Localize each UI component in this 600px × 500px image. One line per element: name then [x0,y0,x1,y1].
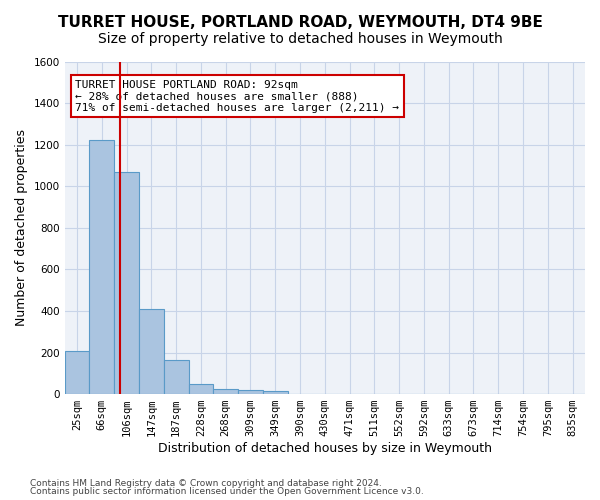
Bar [238,390,263,394]
Bar [188,384,214,394]
Bar [89,140,114,394]
Y-axis label: Number of detached properties: Number of detached properties [15,130,28,326]
Text: Contains HM Land Registry data © Crown copyright and database right 2024.: Contains HM Land Registry data © Crown c… [30,478,382,488]
Bar [164,360,188,394]
X-axis label: Distribution of detached houses by size in Weymouth: Distribution of detached houses by size … [158,442,492,455]
Bar [114,172,139,394]
Text: Size of property relative to detached houses in Weymouth: Size of property relative to detached ho… [98,32,502,46]
Text: TURRET HOUSE PORTLAND ROAD: 92sqm
← 28% of detached houses are smaller (888)
71%: TURRET HOUSE PORTLAND ROAD: 92sqm ← 28% … [75,80,399,113]
Bar [65,352,89,394]
Text: TURRET HOUSE, PORTLAND ROAD, WEYMOUTH, DT4 9BE: TURRET HOUSE, PORTLAND ROAD, WEYMOUTH, D… [58,15,542,30]
Bar [139,309,164,394]
Bar [263,391,287,394]
Bar [214,389,238,394]
Text: Contains public sector information licensed under the Open Government Licence v3: Contains public sector information licen… [30,487,424,496]
